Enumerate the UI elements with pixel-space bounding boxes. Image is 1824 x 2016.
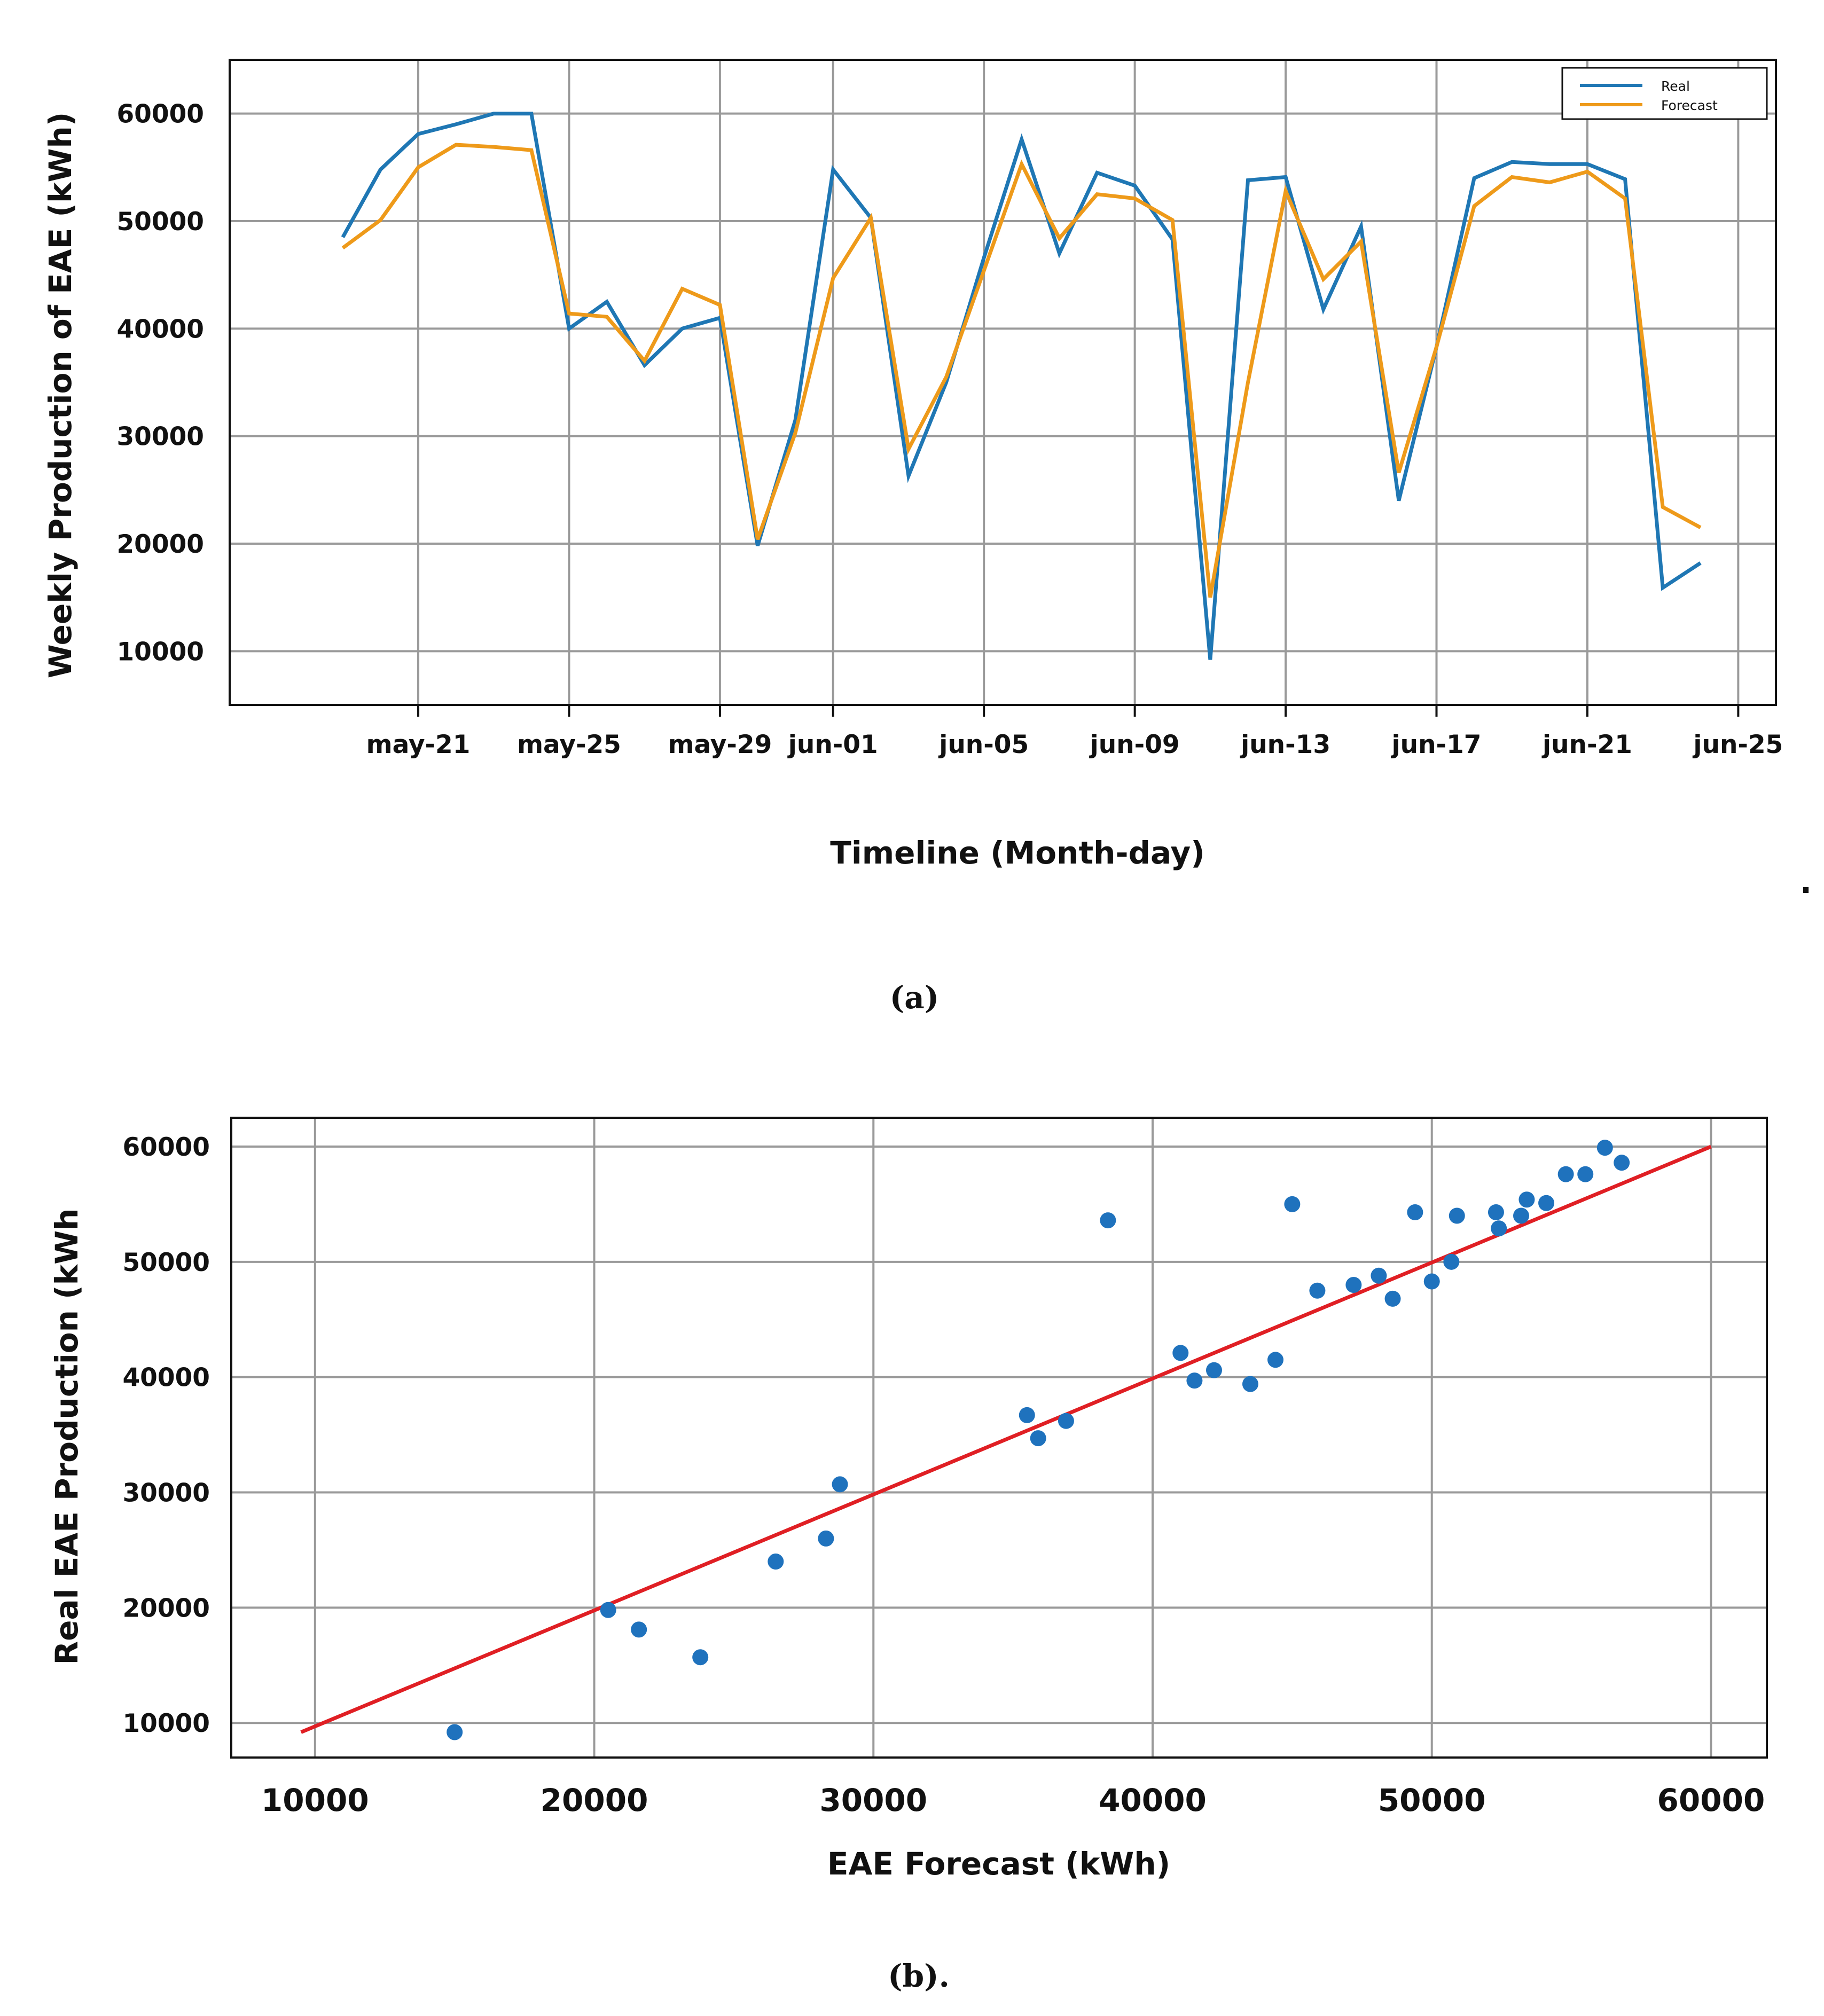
chart-b-x-tick-label: 40000 — [1099, 1782, 1207, 1818]
chart-a-caption: (a) — [890, 979, 939, 1016]
chart-a-y-tick-label: 60000 — [116, 100, 204, 129]
chart-b-point — [1345, 1276, 1362, 1293]
chart-b-y-tick-label: 40000 — [122, 1363, 210, 1393]
chart-b-point — [1058, 1413, 1074, 1429]
chart-b-x-tick-label: 60000 — [1657, 1782, 1765, 1818]
chart-a-series-forecast — [341, 143, 1702, 598]
chart-b-point — [1518, 1191, 1535, 1208]
chart-b-point — [1206, 1362, 1222, 1378]
chart-b-fit-line-group — [300, 1144, 1712, 1734]
chart-b-point — [1100, 1212, 1116, 1229]
chart-b-point — [832, 1476, 848, 1493]
legend-real-label: Real — [1661, 79, 1690, 94]
chart-b-point — [1172, 1345, 1189, 1361]
chart-b-y-tick-label: 60000 — [122, 1133, 210, 1162]
chart-a-y-tick-label: 10000 — [116, 637, 204, 666]
chart-b-point — [1443, 1253, 1460, 1270]
chart-b-point — [768, 1554, 784, 1570]
chart-b-point — [1407, 1204, 1423, 1221]
chart-a-series-real — [341, 112, 1702, 660]
chart-b-point — [1309, 1282, 1326, 1299]
chart-b-fit-line — [300, 1144, 1712, 1734]
chart-b-point — [1019, 1407, 1035, 1423]
legend-box — [1561, 67, 1768, 120]
chart-b-x-tick-label: 20000 — [541, 1782, 648, 1818]
stray-mark: . — [1800, 864, 1812, 900]
chart-b-x-tick-label: 10000 — [261, 1782, 369, 1818]
chart-b-point — [631, 1621, 647, 1638]
chart-a-y-axis-label: Weekly Production of EAE (kWh) — [42, 112, 79, 679]
chart-a-x-tick-label: jun-01 — [787, 730, 878, 759]
chart-b-point — [1186, 1372, 1203, 1389]
chart-b-frame — [230, 1117, 1768, 1759]
chart-b-point — [600, 1602, 616, 1618]
chart-a-frame — [229, 59, 1777, 706]
chart-b-grid — [231, 1118, 1767, 1758]
chart-b-x-tick-label: 50000 — [1378, 1782, 1486, 1818]
chart-b-point — [1491, 1220, 1507, 1237]
chart-b-point — [1371, 1267, 1387, 1284]
chart-b-y-tick-label: 30000 — [122, 1479, 210, 1508]
chart-a-x-tick-label: may-29 — [668, 730, 772, 759]
chart-b-point — [1557, 1166, 1574, 1182]
chart-b-point — [1423, 1273, 1440, 1290]
chart-b-point — [1284, 1196, 1301, 1212]
chart-b-y-tick-label: 20000 — [122, 1594, 210, 1623]
chart-b-point — [818, 1530, 834, 1547]
chart-b-caption: (b). — [888, 1958, 950, 1994]
chart-b-point — [1384, 1290, 1401, 1307]
chart-a-y-tick-label: 30000 — [116, 422, 204, 452]
chart-a-y-tick-label: 50000 — [116, 207, 204, 237]
chart-a-x-ticks: may-21 may-25 may-29 jun-01 jun-05 jun-09 jun-… — [366, 705, 1783, 759]
chart-b-point — [1538, 1195, 1555, 1211]
chart-b-point — [447, 1724, 463, 1740]
chart-b-point — [692, 1649, 709, 1666]
chart-b-x-axis-label: EAE Forecast (kWh) — [827, 1846, 1170, 1882]
chart-b-y-ticks: 10000 20000 30000 40000 50000 60000 — [122, 1133, 210, 1738]
chart-a-x-tick-label: jun-13 — [1240, 730, 1330, 759]
chart-b-point — [1488, 1204, 1504, 1221]
chart-b-y-tick-label: 50000 — [122, 1248, 210, 1277]
chart-a-x-tick-label: jun-25 — [1692, 730, 1783, 759]
chart-b-point — [1577, 1166, 1594, 1182]
chart-a-x-tick-label: jun-09 — [1089, 730, 1180, 759]
chart-a-x-tick-label: may-21 — [366, 730, 471, 759]
chart-a-x-tick-label: jun-17 — [1391, 730, 1482, 759]
chart-b-point — [1267, 1352, 1283, 1368]
chart-b-point — [1242, 1376, 1258, 1392]
chart-b: 10000 20000 30000 40000 50000 60000 10000 2000… — [49, 1117, 1768, 1994]
chart-b-point — [1596, 1140, 1613, 1156]
chart-a-grid — [230, 60, 1776, 705]
chart-a-y-tick-label: 40000 — [116, 315, 204, 344]
chart-a-y-tick-label: 20000 — [116, 530, 204, 559]
chart-b-point — [1614, 1155, 1630, 1171]
chart-b-y-axis-label: Real EAE Production (kWh — [49, 1209, 85, 1665]
chart-b-point — [1449, 1207, 1465, 1224]
chart-b-y-tick-label: 10000 — [122, 1709, 210, 1738]
chart-a-x-tick-label: jun-21 — [1541, 730, 1632, 759]
chart-b-point — [1513, 1207, 1529, 1224]
chart-b-x-ticks: 10000 20000 30000 40000 50000 60000 — [261, 1782, 1765, 1818]
chart-a-x-tick-label: may-25 — [517, 730, 621, 759]
chart-a-legend: Real Forecast — [1561, 67, 1768, 120]
chart-b-x-tick-label: 30000 — [819, 1782, 927, 1818]
chart-a-series — [341, 112, 1702, 660]
legend-forecast-label: Forecast — [1661, 98, 1718, 113]
chart-b-points — [447, 1140, 1630, 1740]
chart-a-y-ticks: 10000 20000 30000 40000 50000 60000 — [116, 100, 204, 667]
chart-a-x-tick-label: jun-05 — [938, 730, 1029, 759]
chart-a-x-axis-label: Timeline (Month-day) — [830, 835, 1204, 871]
chart-b-point — [1030, 1430, 1046, 1447]
